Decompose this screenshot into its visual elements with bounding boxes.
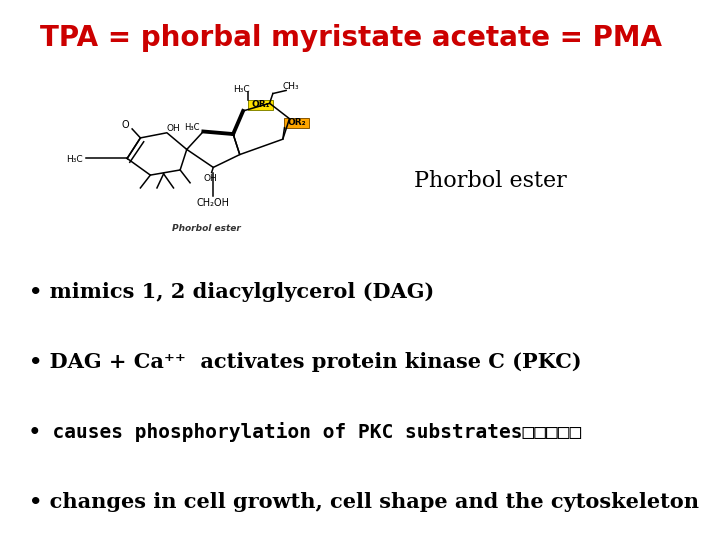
Text: OH: OH (203, 174, 217, 184)
Bar (248, 100, 273, 110)
Text: H₃C: H₃C (233, 85, 250, 93)
Text: CH₃: CH₃ (283, 82, 300, 91)
Text: Phorbol ester: Phorbol ester (414, 170, 567, 192)
Text: O: O (122, 120, 130, 130)
Text: • DAG + Ca⁺⁺  activates protein kinase C (PKC): • DAG + Ca⁺⁺ activates protein kinase C … (29, 352, 582, 372)
Text: H₃C: H₃C (184, 123, 199, 132)
Text: Phorbol ester: Phorbol ester (172, 225, 241, 233)
Text: H₃C: H₃C (66, 155, 83, 164)
Text: CH₂OH: CH₂OH (197, 198, 230, 208)
Text: • causes phosphorylation of PKC substrates□□□□□: • causes phosphorylation of PKC substrat… (29, 422, 581, 442)
Bar (284, 118, 310, 127)
Text: OR₁: OR₁ (251, 100, 270, 109)
Text: • mimics 1, 2 diacylglycerol (DAG): • mimics 1, 2 diacylglycerol (DAG) (29, 281, 434, 302)
Text: OH: OH (166, 124, 181, 133)
Text: TPA = phorbal myristate acetate = PMA: TPA = phorbal myristate acetate = PMA (40, 24, 662, 52)
Text: OR₂: OR₂ (287, 118, 306, 127)
Text: • changes in cell growth, cell shape and the cytoskeleton: • changes in cell growth, cell shape and… (29, 492, 699, 512)
